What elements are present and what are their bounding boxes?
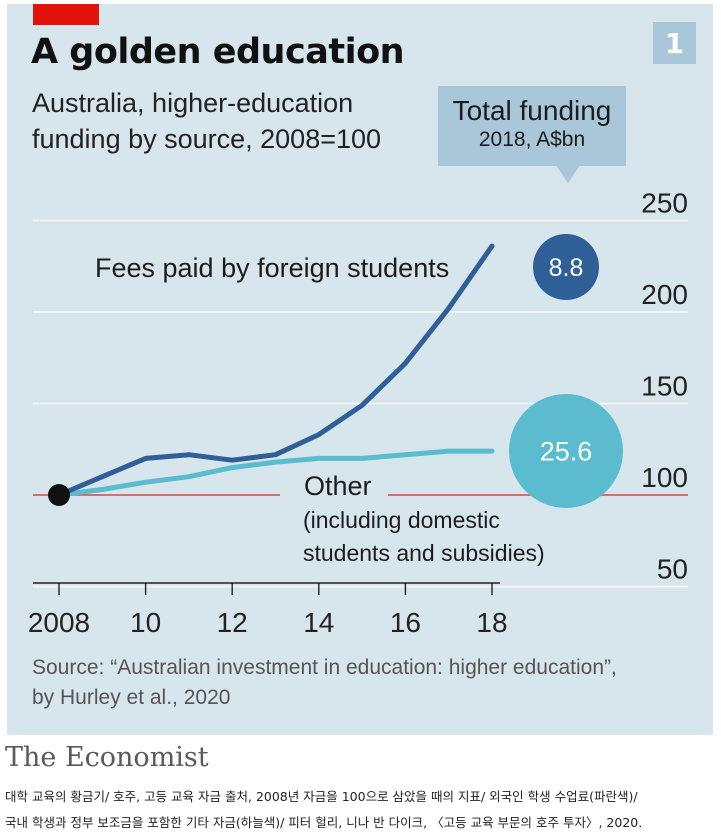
chart-subtitle-line2: funding by source, 2008=100 [32, 124, 382, 154]
source-line2: by Hurley et al., 2020 [32, 686, 231, 709]
chart-number-badge: 1 [653, 22, 696, 64]
other-total-bubble-value: 25.6 [540, 437, 593, 467]
y-tick-200: 200 [641, 279, 688, 310]
x-tick-2014: 14 [303, 607, 334, 638]
y-tick-250: 250 [641, 188, 688, 219]
foreign-series-label: Fees paid by foreign students [95, 253, 449, 283]
caption-line2: 국내 학생과 정부 보조금을 포함한 기타 자금(하늘색)/ 피터 헐리, 니나… [5, 815, 643, 830]
y-tick-100: 100 [641, 462, 688, 493]
legend-title: Total funding [452, 95, 612, 126]
x-axis: 2008 10 12 14 16 18 [28, 582, 508, 638]
other-total-bubble [509, 394, 623, 508]
other-series-label: Other [304, 471, 372, 501]
legend-subtitle: 2018, A$bn [478, 128, 586, 151]
y-tick-150: 150 [641, 371, 688, 402]
other-series-label-line3: students and subsidies) [303, 540, 545, 566]
line-chart: 50 100 150 200 250 2008 10 12 14 16 18 8.8 25.6 Fe… [28, 188, 688, 638]
y-tick-50: 50 [657, 554, 688, 585]
foreign-total-bubble [533, 234, 599, 300]
other-series-label-line2: (including domestic [303, 507, 500, 533]
y-axis-tick-labels: 50 100 150 200 250 [641, 188, 688, 585]
other-funding-line [56, 448, 495, 498]
total-funding-legend: Total funding 2018, A$bn [438, 86, 626, 166]
legend-pointer [556, 165, 580, 183]
x-tick-2018: 18 [476, 607, 507, 638]
brand-red-bar [33, 4, 99, 25]
publisher-logo: The Economist [5, 742, 209, 773]
x-tick-2016: 16 [390, 607, 421, 638]
chart-series [48, 243, 495, 506]
x-tick-2008: 2008 [28, 607, 90, 638]
total-funding-bubbles: 8.8 25.6 [509, 234, 623, 508]
chart-title: A golden education [31, 32, 405, 72]
chart-annotations: Fees paid by foreign students Other (inc… [95, 253, 545, 566]
foreign-fees-line [56, 243, 495, 498]
source-line1: Source: “Australian investment in educat… [32, 656, 617, 679]
chart-subtitle-line1: Australia, higher-education [32, 88, 354, 118]
start-point-2008 [48, 484, 70, 506]
x-tick-2010: 10 [130, 607, 161, 638]
x-tick-2012: 12 [217, 607, 248, 638]
foreign-total-bubble-value: 8.8 [549, 254, 584, 282]
caption-line1: 대학 교육의 황금기/ 호주, 고등 교육 자금 출처, 2008년 자금을 1… [5, 789, 638, 804]
